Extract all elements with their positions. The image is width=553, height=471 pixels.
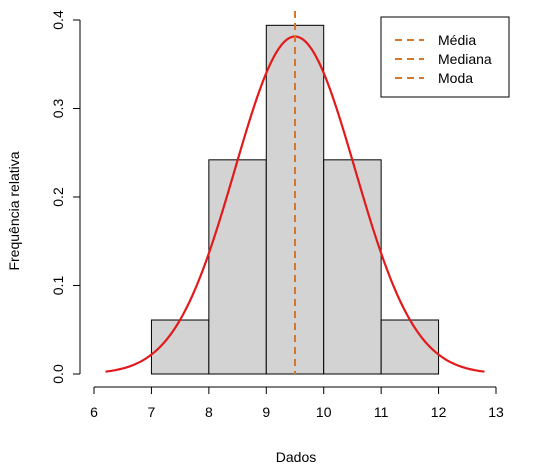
x-tick-label: 11 xyxy=(374,404,389,420)
x-tick-label: 8 xyxy=(205,404,213,420)
y-axis-label: Frequência relativa xyxy=(6,151,22,270)
y-tick-label: 0.3 xyxy=(50,99,66,119)
x-tick-label: 13 xyxy=(488,404,504,420)
x-tick-label: 6 xyxy=(90,404,98,420)
y-tick-label: 0.2 xyxy=(50,187,66,207)
y-ticks: 0.0 0.1 0.2 0.3 0.4 xyxy=(50,10,80,384)
legend-label: Média xyxy=(438,32,476,48)
x-tick-label: 12 xyxy=(431,404,447,420)
x-tick-label: 9 xyxy=(262,404,270,420)
legend: Média Mediana Moda xyxy=(380,16,510,98)
x-axis: 6 7 8 9 10 11 12 13 xyxy=(90,386,504,420)
histogram-bar-1 xyxy=(208,159,267,375)
histogram-bar-3 xyxy=(323,159,382,375)
y-tick-label: 0.4 xyxy=(50,10,66,30)
x-ticks: 6 7 8 9 10 11 12 13 xyxy=(90,387,504,420)
x-tick-label: 10 xyxy=(316,404,332,420)
y-tick-label: 0.1 xyxy=(50,276,66,296)
y-axis: 0.0 0.1 0.2 0.3 0.4 xyxy=(50,10,81,384)
x-tick-label: 7 xyxy=(148,404,156,420)
legend-box xyxy=(380,16,510,98)
legend-label: Moda xyxy=(438,70,473,86)
y-tick-label: 0.0 xyxy=(50,364,66,384)
legend-label: Mediana xyxy=(438,51,492,67)
legend-entries: Média Mediana Moda xyxy=(395,32,492,86)
x-axis-label: Dados xyxy=(276,449,316,465)
